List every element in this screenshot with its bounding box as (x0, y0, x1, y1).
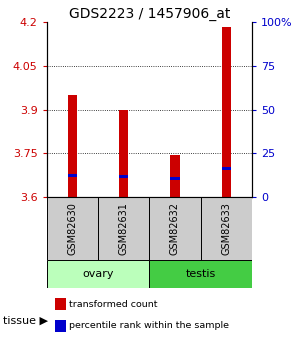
Bar (149, 197, 201, 260)
Bar (201, 197, 252, 260)
Text: GSM82631: GSM82631 (118, 202, 129, 255)
Bar (55, 298, 66, 310)
Bar (46, 197, 98, 260)
Bar (55, 319, 66, 332)
Bar (119, 175, 128, 178)
Bar (170, 155, 180, 197)
Text: GSM82633: GSM82633 (221, 202, 231, 255)
Bar (68, 175, 77, 177)
Bar (68, 95, 77, 197)
Text: testis: testis (185, 269, 216, 279)
Text: GSM82630: GSM82630 (67, 202, 77, 255)
Title: GDS2223 / 1457906_at: GDS2223 / 1457906_at (69, 7, 230, 21)
Bar (149, 260, 252, 288)
Text: transformed count: transformed count (69, 300, 158, 309)
Bar (222, 27, 231, 197)
Text: tissue ▶: tissue ▶ (3, 315, 48, 325)
Bar (222, 167, 231, 170)
Text: ovary: ovary (82, 269, 114, 279)
Text: GSM82632: GSM82632 (170, 202, 180, 255)
Bar (98, 197, 149, 260)
Bar (46, 260, 149, 288)
Bar (119, 110, 128, 197)
Text: percentile rank within the sample: percentile rank within the sample (69, 321, 229, 330)
Bar (170, 177, 180, 180)
